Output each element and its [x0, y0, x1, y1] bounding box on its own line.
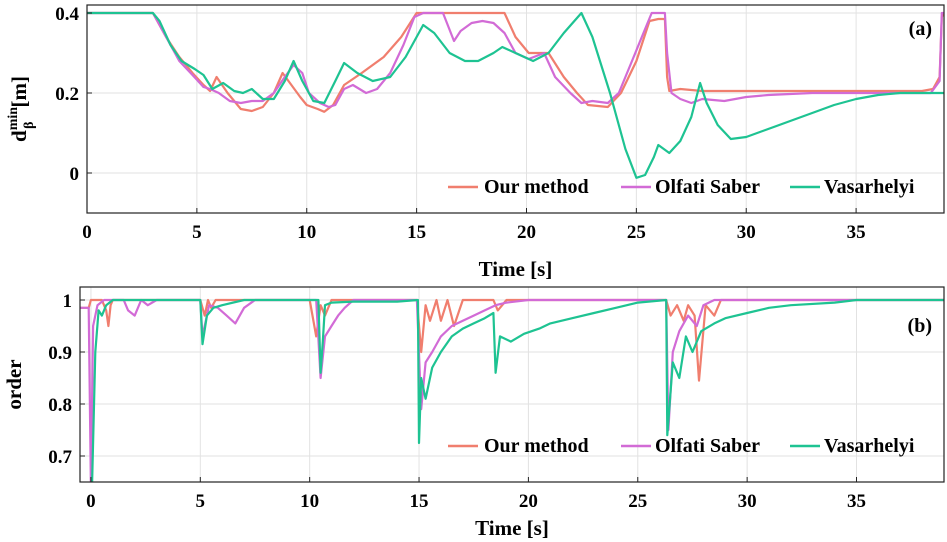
panel-a-x-tick-label: 15: [407, 222, 426, 243]
panel-b-legend-label-vasarhelyi: Vasarhelyi: [824, 435, 915, 457]
panel-b-x-tick-label: 15: [410, 491, 429, 512]
panel-a-x-tick-label: 20: [517, 222, 536, 243]
panel-a-x-axis-label: Time [s]: [479, 257, 553, 281]
panel-b-x-tick-label: 5: [196, 491, 206, 512]
panel-a-y-label-unit: [m]: [7, 76, 31, 107]
panel-a-series: [87, 11, 944, 179]
panel-a-series-olfati-saber: [87, 11, 944, 109]
panel-b-frame: [79, 286, 945, 483]
panel-b-series-vasarhelyi: [91, 298, 944, 482]
panel-a-y-tick-label: 0: [70, 164, 80, 185]
panel-b-x-axis-label: Time [s]: [475, 516, 549, 540]
panel-b-legend-label-olfati-saber: Olfati Saber: [655, 435, 760, 457]
panel-b: 0 5 10 15 20 25 30 350.70.80.91 Time [s] order …: [2, 286, 945, 540]
panel-a-y-axis-label: dminβ [m]: [6, 76, 37, 142]
panel-b-x-tick-label: 20: [519, 491, 538, 512]
panel-b-legend-label-our-method: Our method: [484, 435, 589, 457]
panel-a-plot-area: [87, 5, 944, 213]
panel-b-plot-area: [80, 287, 944, 482]
panel-b-y-axis-label: order: [2, 359, 26, 409]
panel-a-legend-label-olfati-saber: Olfati Saber: [655, 176, 760, 198]
panel-a-label: (a): [909, 18, 932, 40]
panel-a-x-tick-label: 0: [82, 222, 92, 243]
panel-a-x-tick-label: 30: [737, 222, 756, 243]
panel-b-x-tick-label: 30: [738, 491, 757, 512]
panel-a-y-label-main: d: [7, 130, 31, 142]
panel-a-x-tick-label: 5: [192, 222, 202, 243]
panel-a-x-tick-label: 35: [847, 222, 866, 243]
panel-b-legend: Our method Olfati Saber Vasarhelyi: [448, 435, 915, 457]
panel-a-y-tick-label: 0.2: [55, 84, 79, 105]
panel-b-x-tick-label: 10: [300, 491, 319, 512]
panel-b-x-tick-label: 25: [628, 491, 647, 512]
panel-a-series-vasarhelyi: [87, 11, 944, 179]
panel-a-x-tick-label: 25: [627, 222, 646, 243]
panel-b-x-tick-label: 35: [847, 491, 866, 512]
panel-a-y-tick-label: 0.4: [55, 4, 79, 25]
panel-b-y-tick-label: 0.8: [48, 395, 72, 416]
panel-b-y-tick-label: 1: [63, 291, 73, 312]
panel-b-y-tick-label: 0.7: [48, 447, 72, 468]
panel-b-series: [80, 298, 944, 482]
panel-a-y-label-sup: min: [6, 107, 21, 131]
panel-a-frame: [86, 4, 945, 214]
panel-b-x-tick-label: 0: [86, 491, 96, 512]
panel-b-ticks: 0 5 10 15 20 25 30 35 0.7 0.8 0.9 1: [48, 291, 866, 512]
panel-a-legend-label-vasarhelyi: Vasarhelyi: [824, 176, 915, 198]
panel-a-legend-label-our-method: Our method: [484, 176, 589, 198]
panel-b-y-tick-label: 0.9: [48, 343, 72, 364]
panel-a-legend: Our method Olfati Saber Vasarhelyi: [448, 176, 915, 198]
panel-b-label: (b): [908, 315, 932, 337]
panel-a-y-label-sub: β: [22, 122, 37, 129]
panel-a-ticks: 0 5 10 15 20 25 30 35 0 0.2 0.4: [55, 4, 865, 243]
panel-a-x-tick-label: 10: [297, 222, 316, 243]
